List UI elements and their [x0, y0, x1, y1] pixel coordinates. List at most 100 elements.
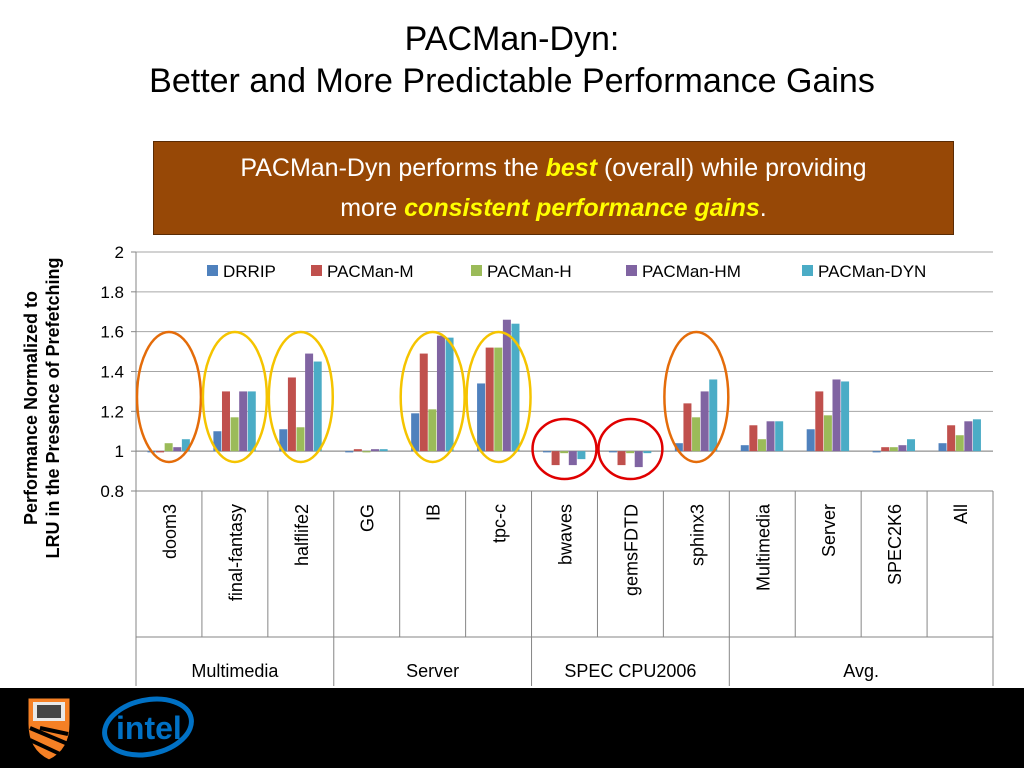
bar	[279, 429, 288, 452]
bar	[674, 443, 683, 452]
legend-swatch	[626, 265, 637, 276]
bar	[972, 419, 981, 452]
bar	[428, 409, 437, 452]
bar	[841, 381, 850, 452]
x-tick-label: All	[951, 504, 971, 524]
bar	[313, 361, 322, 452]
bar	[305, 353, 314, 452]
bar	[362, 451, 371, 453]
legend-swatch	[311, 265, 322, 276]
bar	[643, 451, 652, 454]
y-tick-label: 0.8	[100, 482, 124, 501]
bar	[560, 451, 569, 454]
bar	[164, 443, 173, 452]
x-tick-label: gemsFDTD	[621, 504, 641, 596]
slide-title: PACMan-Dyn: Better and More Predictable …	[0, 18, 1024, 102]
callout-text: more	[340, 194, 405, 222]
bar-chart: 0.8 1 1.2 1.4 1.6 1.8 2 doom3 final-fantasy halfl…	[100, 243, 994, 686]
y-tick-label: 1.8	[100, 283, 124, 302]
annotation-ellipse	[663, 330, 730, 464]
x-tick-label: GG	[358, 504, 378, 532]
x-tick-label: halflife2	[292, 504, 312, 566]
x-tick-label: SPEC2K6	[885, 504, 905, 585]
bar	[287, 377, 296, 452]
bar	[683, 403, 692, 452]
slide-title-line1: PACMan-Dyn:	[404, 20, 620, 58]
bar	[502, 319, 511, 452]
legend-label: DRRIP	[223, 262, 276, 281]
annotation-ellipse	[531, 417, 598, 481]
bar	[617, 451, 626, 466]
bar	[213, 431, 222, 452]
bar	[709, 379, 718, 452]
bar	[938, 443, 947, 452]
bar	[230, 417, 239, 452]
bar	[634, 451, 643, 468]
bar	[608, 451, 617, 453]
x-tick-label: doom3	[160, 504, 180, 559]
bar	[181, 439, 190, 452]
legend-swatch	[471, 265, 482, 276]
annotation-ellipse	[135, 330, 203, 464]
callout-text: PACMan-Dyn performs the	[240, 154, 546, 182]
x-tick-label: final-fantasy	[226, 504, 246, 601]
bar	[907, 439, 916, 452]
bar	[477, 383, 486, 452]
bar	[947, 425, 956, 452]
bar	[379, 449, 388, 452]
group-label: Server	[406, 661, 459, 681]
group-label: Multimedia	[191, 661, 279, 681]
bar	[815, 391, 824, 452]
bar	[889, 447, 898, 452]
bar	[494, 347, 503, 452]
bar	[296, 427, 305, 452]
bar	[806, 429, 815, 452]
x-tick-label: tpc-c	[490, 504, 510, 543]
bar	[239, 391, 248, 452]
callout-text: .	[759, 194, 767, 222]
x-tick-label: Multimedia	[753, 503, 773, 591]
bar	[156, 451, 165, 453]
legend-label: PACMan-DYN	[818, 262, 926, 281]
bar	[411, 413, 420, 452]
bar	[692, 417, 701, 452]
bar	[551, 451, 560, 466]
bar	[775, 421, 784, 452]
footer-bar: intel	[0, 688, 1024, 768]
bar	[700, 391, 709, 452]
legend-swatch	[207, 265, 218, 276]
bar	[221, 391, 230, 452]
annotation-ellipse	[597, 417, 664, 481]
callout-line1: PACMan-Dyn performs the best (overall) w…	[154, 148, 953, 188]
logos: intel	[27, 696, 194, 761]
bar	[371, 449, 380, 452]
y-tick-label: 1.2	[100, 402, 124, 421]
callout-line2: more consistent performance gains.	[154, 188, 953, 228]
bar	[766, 421, 775, 452]
bar	[881, 447, 890, 452]
princeton-shield-logo	[27, 697, 71, 761]
svg-text:intel: intel	[116, 710, 182, 746]
bar	[436, 335, 445, 452]
bar	[872, 451, 881, 453]
callout-highlight-best: best	[545, 154, 598, 182]
bar	[740, 445, 749, 452]
bar	[823, 415, 832, 452]
y-tick-label: 1.6	[100, 323, 124, 342]
legend-label: PACMan-HM	[642, 262, 741, 281]
bar	[577, 451, 586, 460]
group-label: Avg.	[843, 661, 879, 681]
callout-text: (overall) while providing	[597, 154, 867, 182]
bar	[955, 435, 964, 452]
y-tick-label: 2	[115, 243, 124, 262]
legend-label: PACMan-H	[487, 262, 572, 281]
x-tick-label: IB	[424, 504, 444, 521]
legend-swatch	[802, 265, 813, 276]
bar	[626, 451, 635, 454]
y-tick-label: 1	[115, 442, 124, 461]
legend-label: PACMan-M	[327, 262, 414, 281]
bar	[543, 451, 551, 453]
annotation-ellipse	[201, 330, 269, 464]
bar	[353, 449, 362, 452]
callout-highlight-consistent: consistent performance gains	[404, 194, 760, 222]
